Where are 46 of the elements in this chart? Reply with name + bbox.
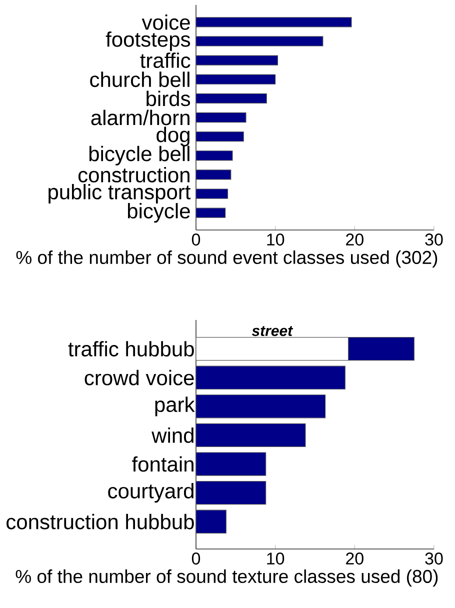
y-tick-label: construction: [78, 166, 190, 182]
x-tick-label: 20: [346, 552, 364, 565]
bar: [196, 208, 226, 218]
x-axis-title: % of the number of sound event classes used (302): [16, 250, 438, 268]
y-tick-label: construction hubbub: [6, 514, 194, 530]
bar: [196, 55, 278, 66]
y-tick-label: alarm/horn: [91, 110, 190, 126]
bar: [196, 112, 246, 123]
x-tick-label: 20: [346, 234, 364, 246]
series-label: street: [252, 326, 294, 336]
y-tick-label: footsteps: [106, 31, 190, 52]
bar: [196, 423, 306, 448]
bar: [196, 93, 267, 104]
x-tick-label: 0: [192, 234, 200, 246]
y-tick-label: fontain: [132, 456, 194, 472]
bar: [196, 481, 266, 505]
y-tick-label: traffic hubbub: [68, 341, 194, 357]
bar: [196, 510, 226, 534]
x-tick-label: 0: [192, 552, 200, 565]
bar: [196, 394, 326, 418]
y-tick-label: dog: [156, 126, 190, 146]
bar: [196, 170, 232, 180]
bar: [196, 132, 244, 142]
y-tick-label: crowd voice: [84, 370, 194, 386]
y-tick-label: wind: [152, 428, 194, 443]
y-tick-label: park: [155, 396, 195, 416]
bar: [196, 36, 324, 46]
x-tick-label: 10: [267, 552, 284, 565]
x-tick-label: 10: [267, 234, 284, 246]
x-axis-title: % of the number of sound texture classes used (80): [16, 569, 438, 587]
y-tick-label: bicycle bell: [89, 146, 190, 166]
x-tick-label: 30: [425, 552, 443, 565]
y-tick-label: courtyard: [108, 483, 194, 503]
bar: [196, 452, 266, 476]
x-tick-label: 30: [425, 234, 443, 246]
y-tick-label: public transport: [48, 184, 191, 204]
bar: [196, 17, 352, 28]
y-tick-label: church bell: [90, 72, 190, 88]
bar: [196, 74, 276, 84]
bar: [196, 188, 228, 199]
bar: [196, 366, 346, 390]
bar: [196, 150, 233, 161]
y-tick-label: bicycle: [128, 203, 190, 223]
y-tick-label: birds: [146, 90, 190, 106]
y-tick-label: voice: [142, 14, 190, 30]
y-tick-label: traffic: [140, 52, 190, 68]
